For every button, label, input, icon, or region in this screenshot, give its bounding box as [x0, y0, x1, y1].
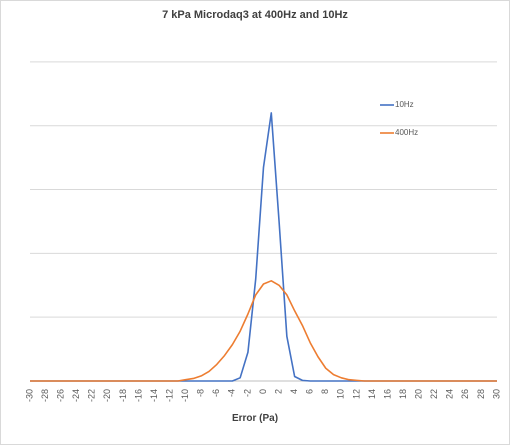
x-tick-label: 4 [289, 389, 299, 394]
x-tick-label: 0 [258, 389, 268, 394]
x-tick-label: 22 [429, 389, 439, 399]
x-tick-label: 10 [336, 389, 346, 399]
x-tick-label: -14 [149, 389, 159, 402]
x-tick-label: -10 [180, 389, 190, 402]
x-tick-label: -20 [102, 389, 112, 402]
x-tick-label: -18 [118, 389, 128, 402]
x-tick-label: 12 [351, 389, 361, 399]
x-tick-label: 24 [445, 389, 455, 399]
x-tick-label: -6 [211, 389, 221, 397]
x-tick-label: 14 [367, 389, 377, 399]
series-line-10hz [30, 112, 497, 382]
chart-title: 7 kPa Microdaq3 at 400Hz and 10Hz [162, 9, 348, 21]
x-tick-label: -8 [196, 389, 206, 397]
x-tick-label: -16 [133, 389, 143, 402]
x-tick-label: -22 [87, 389, 97, 402]
x-tick-label: -4 [227, 389, 237, 397]
x-tick-label: 20 [414, 389, 424, 399]
x-tick-label: 18 [398, 389, 408, 399]
x-tick-label: -28 [40, 389, 50, 402]
x-tick-label: -2 [242, 389, 252, 397]
x-tick-label: 28 [476, 389, 486, 399]
series-line-400hz [30, 280, 497, 382]
x-tick-label: -12 [164, 389, 174, 402]
x-tick-label: 6 [305, 389, 315, 394]
x-tick-label: -26 [56, 389, 66, 402]
x-tick-label: 8 [320, 389, 330, 394]
x-tick-label: 26 [460, 389, 470, 399]
x-tick-label: 2 [273, 389, 283, 394]
x-axis-label: Error (Pa) [231, 413, 279, 424]
legend-label-400hz: 400Hz [395, 128, 418, 137]
x-tick-label: 30 [491, 389, 501, 399]
legend-label-10hz: 10Hz [395, 100, 414, 109]
x-tick-label: -30 [24, 389, 34, 402]
x-tick-label: -24 [71, 389, 81, 402]
x-tick-label: 16 [382, 389, 392, 399]
